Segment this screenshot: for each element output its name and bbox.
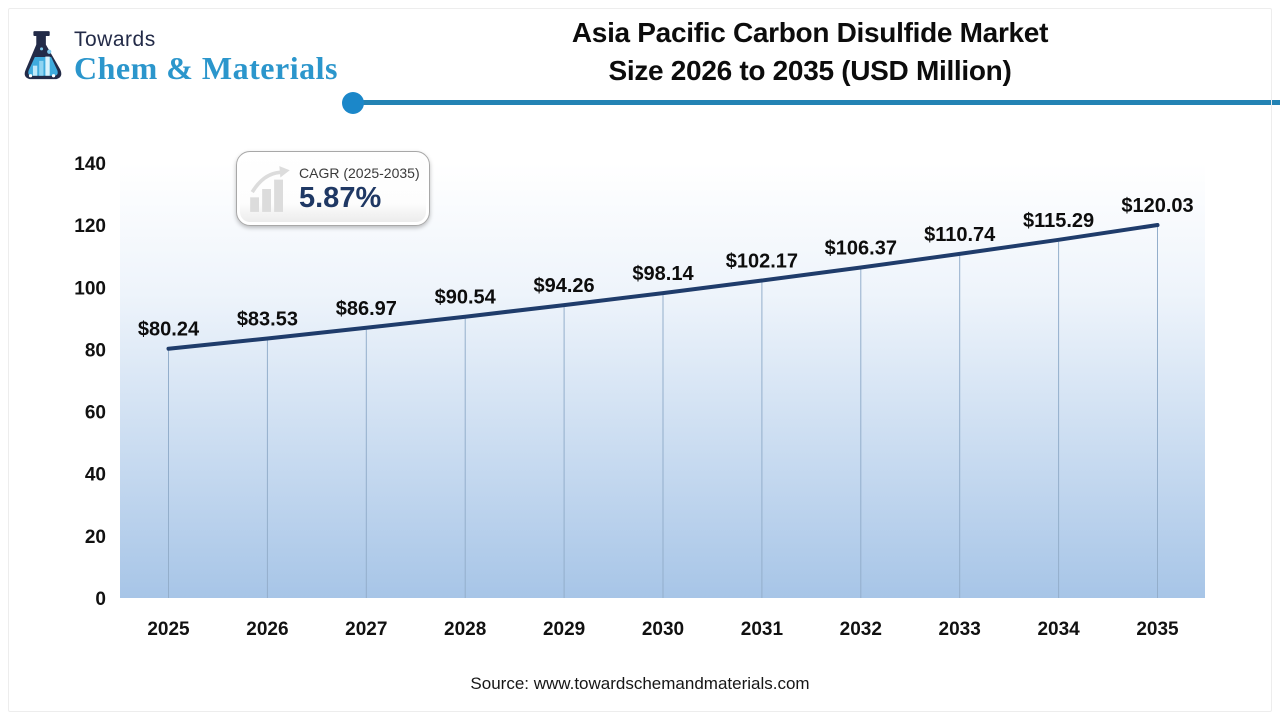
series-line <box>166 223 1160 351</box>
y-axis-labels: 0 20 40 60 80 100 120 140 <box>74 154 106 610</box>
x-tick-label: 2030 <box>642 619 684 640</box>
cagr-value: 5.87% <box>299 181 382 214</box>
brand-word-chem-materials: Chem & Materials <box>74 50 338 86</box>
data-label: $94.26 <box>534 275 595 297</box>
data-label: $102.17 <box>726 251 798 273</box>
x-axis-labels: 2025 2026 2027 2028 2029 2030 2031 2032 2033 2034… <box>147 619 1179 640</box>
chart-title-line2: Size 2026 to 2035 (USD Million) <box>608 55 1012 86</box>
data-label: $110.74 <box>924 224 996 246</box>
y-tick-label: 40 <box>85 465 106 486</box>
page-border <box>8 8 1272 712</box>
y-tick-label: 80 <box>85 340 106 361</box>
x-tick-label: 2025 <box>147 619 190 640</box>
source-text: Source: www.towardschemandmaterials.com <box>470 674 810 693</box>
drop-gridlines <box>168 227 1158 598</box>
x-tick-label: 2035 <box>1136 619 1179 640</box>
y-tick-label: 60 <box>85 403 106 424</box>
y-tick-label: 120 <box>74 216 106 237</box>
chart-title-line1: Asia Pacific Carbon Disulfide Market <box>571 17 1049 48</box>
cagr-badge: CAGR (2025-2035) 5.87% <box>236 151 430 226</box>
chart-title: Asia Pacific Carbon Disulfide Market Siz… <box>380 14 1240 90</box>
x-tick-label: 2034 <box>1037 619 1080 640</box>
data-label: $106.37 <box>825 237 897 259</box>
y-tick-label: 20 <box>85 527 106 548</box>
x-tick-label: 2032 <box>840 619 882 640</box>
data-label: $83.53 <box>237 308 298 330</box>
brand-name: Towards Chem & Materials <box>74 28 338 86</box>
data-label: $90.54 <box>435 287 497 309</box>
y-tick-label: 0 <box>95 589 106 610</box>
data-label: $120.03 <box>1121 195 1193 217</box>
x-tick-label: 2028 <box>444 619 486 640</box>
data-label: $80.24 <box>138 319 200 341</box>
header-accent-line <box>353 100 1280 105</box>
brand-word-towards: Towards <box>74 28 156 51</box>
x-tick-label: 2026 <box>246 619 288 640</box>
y-tick-label: 140 <box>74 154 106 175</box>
x-tick-label: 2027 <box>345 619 387 640</box>
x-tick-label: 2029 <box>543 619 585 640</box>
data-label: $98.14 <box>632 263 694 285</box>
x-tick-label: 2031 <box>741 619 784 640</box>
growth-chart-icon <box>250 165 290 212</box>
header-accent-dot <box>342 92 364 114</box>
cagr-label: CAGR (2025-2035) <box>299 164 420 181</box>
data-label: $86.97 <box>336 298 397 320</box>
plot-area <box>120 163 1205 598</box>
data-label: $115.29 <box>1023 210 1094 232</box>
brand-logo: Towards Chem & Materials <box>20 28 338 86</box>
y-tick-label: 100 <box>74 278 106 299</box>
flask-icon <box>24 31 62 80</box>
x-tick-label: 2033 <box>939 619 981 640</box>
